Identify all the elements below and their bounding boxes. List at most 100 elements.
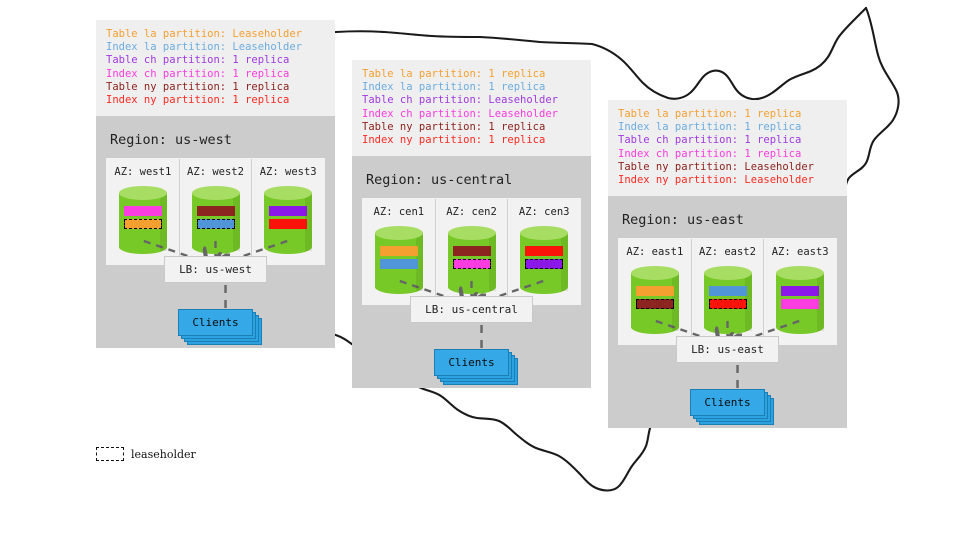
annotation-line: Index ny partition: Leaseholder — [618, 174, 814, 187]
annotation-line: Table ny partition: 1 replica — [362, 120, 546, 133]
annotation-line: Table ny partition: Leaseholder — [618, 160, 814, 173]
annotation-line: Index ch partition: 1 replica — [618, 147, 802, 160]
database-cylinder-icon[interactable] — [374, 226, 423, 295]
az-cell-east3[interactable]: AZ: east3 — [764, 239, 836, 344]
replica-bar — [525, 246, 564, 257]
az-label: AZ: cen2 — [446, 206, 497, 219]
database-cylinder-icon[interactable] — [264, 186, 313, 255]
replica-bars — [452, 246, 491, 272]
database-cylinder-icon[interactable] — [118, 186, 167, 255]
load-balancer-box-us-east[interactable]: LB: us-east — [676, 336, 779, 364]
annotation-line: Index la partition: 1 replica — [618, 121, 802, 134]
replica-bar-leaseholder — [452, 259, 491, 270]
az-row: AZ: east1 AZ: east2 AZ: east3 — [618, 238, 837, 346]
az-label: AZ: east1 — [626, 246, 684, 259]
region-title: Region: us-central — [366, 172, 513, 189]
region-box-us-west: Region: us-west AZ: west1 AZ: west2 AZ: wes… — [96, 116, 335, 349]
az-cell-cen2[interactable]: AZ: cen2 — [436, 199, 509, 305]
replica-bar-leaseholder — [708, 299, 747, 310]
annotation-line: Table ch partition: Leaseholder — [362, 94, 558, 107]
annotation-line: Index ch partition: Leaseholder — [362, 107, 558, 120]
clients-row: Clients — [362, 349, 581, 386]
replica-bars — [269, 206, 308, 232]
annotation-line: Table la partition: Leaseholder — [106, 28, 302, 40]
cylinder-top — [447, 226, 496, 241]
az-label: AZ: east2 — [699, 246, 756, 259]
region-box-us-central: Region: us-central AZ: cen1 AZ: cen2 AZ: ce… — [352, 156, 591, 389]
annotation-line: Table ny partition: 1 replica — [106, 80, 290, 93]
dashed-rect-swatch — [96, 447, 124, 461]
replica-bar — [269, 206, 308, 217]
replica-bar — [379, 246, 418, 257]
annotation-line: Index ny partition: 1 replica — [362, 134, 546, 147]
replica-bar — [781, 286, 820, 297]
replica-bar-leaseholder — [196, 219, 235, 230]
database-cylinder-icon[interactable] — [191, 186, 240, 255]
replica-bar-leaseholder — [123, 219, 162, 230]
cylinder-top — [703, 266, 752, 281]
clients-box-us-west[interactable]: Clients — [178, 309, 253, 337]
annotation-line: Table ch partition: 1 replica — [618, 134, 802, 147]
database-cylinder-icon[interactable] — [520, 226, 569, 295]
replica-bar — [708, 286, 747, 297]
replica-bars — [635, 286, 674, 312]
load-balancer-box-us-west[interactable]: LB: us-west — [164, 256, 267, 284]
replica-bar — [196, 206, 235, 217]
replica-bars — [123, 206, 162, 232]
annotation-line: Table la partition: 1 replica — [618, 108, 802, 120]
clients-stack[interactable]: Clients — [434, 349, 518, 386]
clients-box-us-central[interactable]: Clients — [434, 349, 509, 377]
az-cell-east1[interactable]: AZ: east1 — [619, 239, 692, 345]
annotation-line: Table la partition: 1 replica — [362, 68, 546, 80]
region-stack-us-west: Table la partition: Leaseholder Index la … — [96, 20, 335, 349]
replica-bar — [379, 259, 418, 270]
clients-box-us-east[interactable]: Clients — [690, 389, 765, 417]
region-stack-us-east: Table la partition: 1 replica Index la pa… — [608, 100, 847, 429]
annotation-line: Index la partition: 1 replica — [362, 81, 546, 94]
clients-row: Clients — [618, 389, 837, 426]
region-title: Region: us-west — [110, 132, 232, 149]
replica-bars — [525, 246, 564, 272]
database-cylinder-icon[interactable] — [630, 266, 679, 335]
region-stack-us-central: Table la partition: 1 replica Index la pa… — [352, 60, 591, 389]
az-label: AZ: west2 — [187, 166, 244, 179]
az-row: AZ: west1 AZ: west2 AZ: west3 — [106, 158, 325, 266]
clients-stack[interactable]: Clients — [178, 309, 262, 346]
az-cell-west1[interactable]: AZ: west1 — [107, 159, 180, 265]
replica-bars — [379, 246, 418, 272]
replica-bar — [123, 206, 162, 217]
region-title: Region: us-east — [622, 212, 744, 229]
database-cylinder-icon[interactable] — [447, 226, 496, 295]
load-balancer-box-us-central[interactable]: LB: us-central — [410, 296, 533, 324]
annotation-line: Index ch partition: 1 replica — [106, 67, 290, 80]
az-label: AZ: west3 — [259, 166, 317, 179]
replica-bar — [452, 246, 491, 257]
annotation-line: Table ch partition: 1 replica — [106, 54, 290, 67]
az-label: AZ: east3 — [771, 246, 829, 259]
region-box-us-east: Region: us-east AZ: east1 AZ: east2 AZ: eas… — [608, 196, 847, 429]
cylinder-top — [191, 186, 240, 201]
replica-bar — [781, 299, 820, 310]
replica-bar-leaseholder — [635, 299, 674, 310]
az-cell-cen3[interactable]: AZ: cen3 — [508, 199, 580, 304]
az-cell-west2[interactable]: AZ: west2 — [180, 159, 253, 265]
az-label: AZ: west1 — [114, 166, 172, 179]
az-cell-west3[interactable]: AZ: west3 — [252, 159, 324, 264]
database-cylinder-icon[interactable] — [776, 266, 825, 335]
database-cylinder-icon[interactable] — [703, 266, 752, 335]
annotation-box-us-west: Table la partition: Leaseholder Index la … — [96, 20, 335, 117]
az-label: AZ: cen1 — [373, 206, 425, 219]
replica-bar — [635, 286, 674, 297]
az-cell-cen1[interactable]: AZ: cen1 — [363, 199, 436, 305]
legend-label: leaseholder — [131, 447, 196, 461]
replica-bar — [269, 219, 308, 230]
clients-row: Clients — [106, 309, 325, 346]
clients-stack[interactable]: Clients — [690, 389, 774, 426]
replica-bars — [708, 286, 747, 312]
az-cell-east2[interactable]: AZ: east2 — [692, 239, 765, 345]
annotation-box-us-central: Table la partition: 1 replica Index la pa… — [352, 60, 591, 157]
annotation-line: Index ny partition: 1 replica — [106, 94, 290, 107]
az-row: AZ: cen1 AZ: cen2 AZ: cen3 — [362, 198, 581, 306]
annotation-line: Index la partition: Leaseholder — [106, 41, 302, 54]
